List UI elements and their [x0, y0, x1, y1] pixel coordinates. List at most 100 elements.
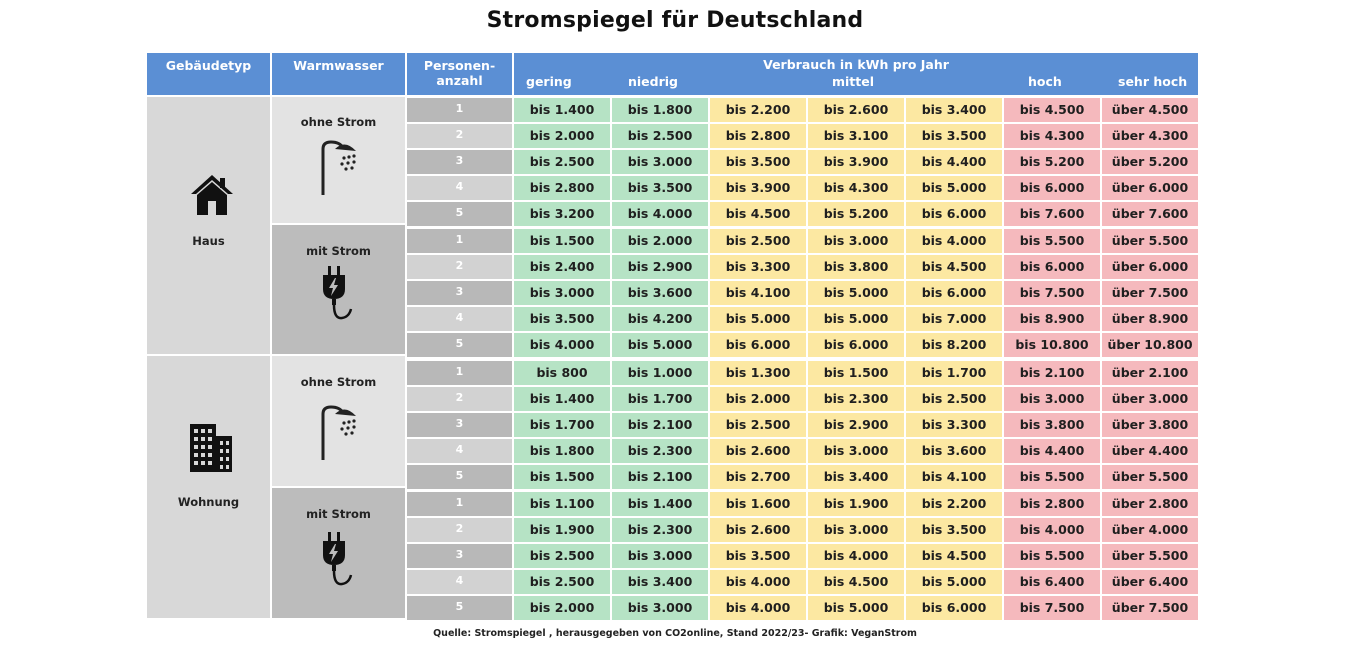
header-hot-water: Warmwasser: [272, 53, 405, 95]
value-cell-sehr-hoch: über 5.500: [1102, 229, 1198, 253]
value-cell-mittel: bis 3.100: [808, 124, 904, 148]
table-row: 5 bis 1.500 bis 2.100 bis 2.700 bis 3.400 bis…: [407, 464, 1198, 490]
value-cell-sehr-hoch: über 5.500: [1102, 465, 1198, 489]
value-cell-mittel: bis 4.000: [710, 596, 806, 620]
value-cell-sehr-hoch: über 4.500: [1102, 98, 1198, 122]
value-cell-gering: bis 2.400: [514, 255, 610, 279]
value-cell-gering: bis 2.500: [514, 150, 610, 174]
persons-cell: 4: [407, 307, 512, 331]
source-note: Quelle: Stromspiegel , herausgegeben von…: [433, 628, 917, 639]
table-row: 3 bis 3.000 bis 3.600 bis 4.100 bis 5.000 bis…: [407, 280, 1198, 306]
table-row: 1 bis 1.100 bis 1.400 bis 1.600 bis 1.900 bis…: [407, 491, 1198, 517]
value-cell-hoch: bis 10.800: [1004, 333, 1100, 357]
value-cell-mittel: bis 3.500: [906, 124, 1002, 148]
value-cell-gering: bis 2.800: [514, 176, 610, 200]
value-cell-mittel: bis 2.200: [906, 492, 1002, 516]
value-cell-mittel: bis 2.600: [808, 98, 904, 122]
value-cell-mittel: bis 4.300: [808, 176, 904, 200]
value-cell-mittel: bis 3.900: [710, 176, 806, 200]
value-cell-mittel: bis 3.400: [808, 465, 904, 489]
header-persons-line2: anzahl: [436, 73, 483, 88]
value-cell-niedrig: bis 3.400: [612, 570, 708, 594]
persons-cell: 1: [407, 361, 512, 385]
value-cell-hoch: bis 2.800: [1004, 492, 1100, 516]
value-cell-mittel: bis 5.000: [808, 596, 904, 620]
value-cell-niedrig: bis 3.000: [612, 544, 708, 568]
value-cell-niedrig: bis 2.000: [612, 229, 708, 253]
value-cell-gering: bis 1.400: [514, 387, 610, 411]
value-cell-sehr-hoch: über 6.400: [1102, 570, 1198, 594]
value-cell-gering: bis 4.000: [514, 333, 610, 357]
value-cell-mittel: bis 5.000: [710, 307, 806, 331]
value-cell-mittel: bis 3.300: [710, 255, 806, 279]
value-cell-gering: bis 800: [514, 361, 610, 385]
value-cell-gering: bis 1.900: [514, 518, 610, 542]
value-cell-sehr-hoch: über 6.000: [1102, 176, 1198, 200]
value-cell-mittel: bis 3.500: [710, 150, 806, 174]
value-cell-gering: bis 1.800: [514, 439, 610, 463]
table-row: 4 bis 3.500 bis 4.200 bis 5.000 bis 5.000 bis…: [407, 306, 1198, 332]
header-consumption-label: Verbrauch in kWh pro Jahr: [763, 57, 949, 72]
value-cell-mittel: bis 4.100: [906, 465, 1002, 489]
value-cell-hoch: bis 4.300: [1004, 124, 1100, 148]
table-row: 2 bis 1.900 bis 2.300 bis 2.600 bis 3.000 bis…: [407, 517, 1198, 543]
persons-cell: 4: [407, 570, 512, 594]
value-cell-gering: bis 2.000: [514, 596, 610, 620]
building-cell-wohnung: Wohnung: [147, 356, 270, 618]
value-cell-niedrig: bis 3.000: [612, 596, 708, 620]
value-cell-gering: bis 2.500: [514, 570, 610, 594]
value-cell-sehr-hoch: über 10.800: [1102, 333, 1198, 357]
value-cell-mittel: bis 4.000: [710, 570, 806, 594]
value-cell-gering: bis 3.200: [514, 202, 610, 226]
value-cell-mittel: bis 5.000: [808, 281, 904, 305]
value-cell-mittel: bis 2.700: [710, 465, 806, 489]
value-cell-hoch: bis 6.000: [1004, 176, 1100, 200]
persons-cell: 5: [407, 333, 512, 357]
value-cell-niedrig: bis 3.000: [612, 150, 708, 174]
value-cell-hoch: bis 5.500: [1004, 465, 1100, 489]
value-cell-mittel: bis 3.600: [906, 439, 1002, 463]
value-cell-niedrig: bis 4.200: [612, 307, 708, 331]
value-cell-hoch: bis 3.800: [1004, 413, 1100, 437]
value-cell-mittel: bis 3.500: [906, 518, 1002, 542]
persons-cell: 5: [407, 596, 512, 620]
value-cell-sehr-hoch: über 4.400: [1102, 439, 1198, 463]
value-cell-hoch: bis 3.000: [1004, 387, 1100, 411]
persons-cell: 2: [407, 124, 512, 148]
header-building-type: Gebäudetyp: [147, 53, 270, 95]
header-category-mittel: mittel: [832, 74, 875, 89]
value-cell-niedrig: bis 2.100: [612, 465, 708, 489]
hot-water-label: mit Strom: [306, 507, 371, 521]
persons-cell: 4: [407, 176, 512, 200]
table-row: 1 bis 1.400 bis 1.800 bis 2.200 bis 2.600 bis…: [407, 97, 1198, 123]
value-cell-mittel: bis 4.100: [710, 281, 806, 305]
value-cell-niedrig: bis 2.900: [612, 255, 708, 279]
value-cell-hoch: bis 7.500: [1004, 596, 1100, 620]
value-cell-sehr-hoch: über 8.900: [1102, 307, 1198, 331]
value-cell-sehr-hoch: über 3.800: [1102, 413, 1198, 437]
value-cell-hoch: bis 7.500: [1004, 281, 1100, 305]
value-cell-mittel: bis 8.200: [906, 333, 1002, 357]
house-icon: [191, 175, 233, 215]
table-row: 3 bis 1.700 bis 2.100 bis 2.500 bis 2.900 bis…: [407, 412, 1198, 438]
value-cell-mittel: bis 2.500: [710, 413, 806, 437]
table-row: 3 bis 2.500 bis 3.000 bis 3.500 bis 3.900 bis…: [407, 149, 1198, 175]
apartment-building-icon: [190, 424, 232, 472]
value-cell-hoch: bis 4.500: [1004, 98, 1100, 122]
value-cell-hoch: bis 4.000: [1004, 518, 1100, 542]
persons-cell: 2: [407, 387, 512, 411]
value-cell-hoch: bis 5.500: [1004, 544, 1100, 568]
value-cell-gering: bis 3.000: [514, 281, 610, 305]
value-cell-sehr-hoch: über 7.500: [1102, 281, 1198, 305]
value-cell-sehr-hoch: über 3.000: [1102, 387, 1198, 411]
header-building-type-label: Gebäudetyp: [165, 58, 252, 73]
persons-cell: 1: [407, 98, 512, 122]
value-cell-gering: bis 2.000: [514, 124, 610, 148]
hot-water-cell-haus-ohne: ohne Strom: [272, 97, 405, 223]
hot-water-cell-haus-mit: mit Strom: [272, 225, 405, 354]
value-cell-hoch: bis 8.900: [1004, 307, 1100, 331]
header-persons-line1: Personen-: [423, 58, 496, 73]
table-row: 4 bis 2.800 bis 3.500 bis 3.900 bis 4.300 bis…: [407, 175, 1198, 201]
table-row: 5 bis 3.200 bis 4.000 bis 4.500 bis 5.200 bis…: [407, 201, 1198, 227]
value-cell-mittel: bis 1.900: [808, 492, 904, 516]
